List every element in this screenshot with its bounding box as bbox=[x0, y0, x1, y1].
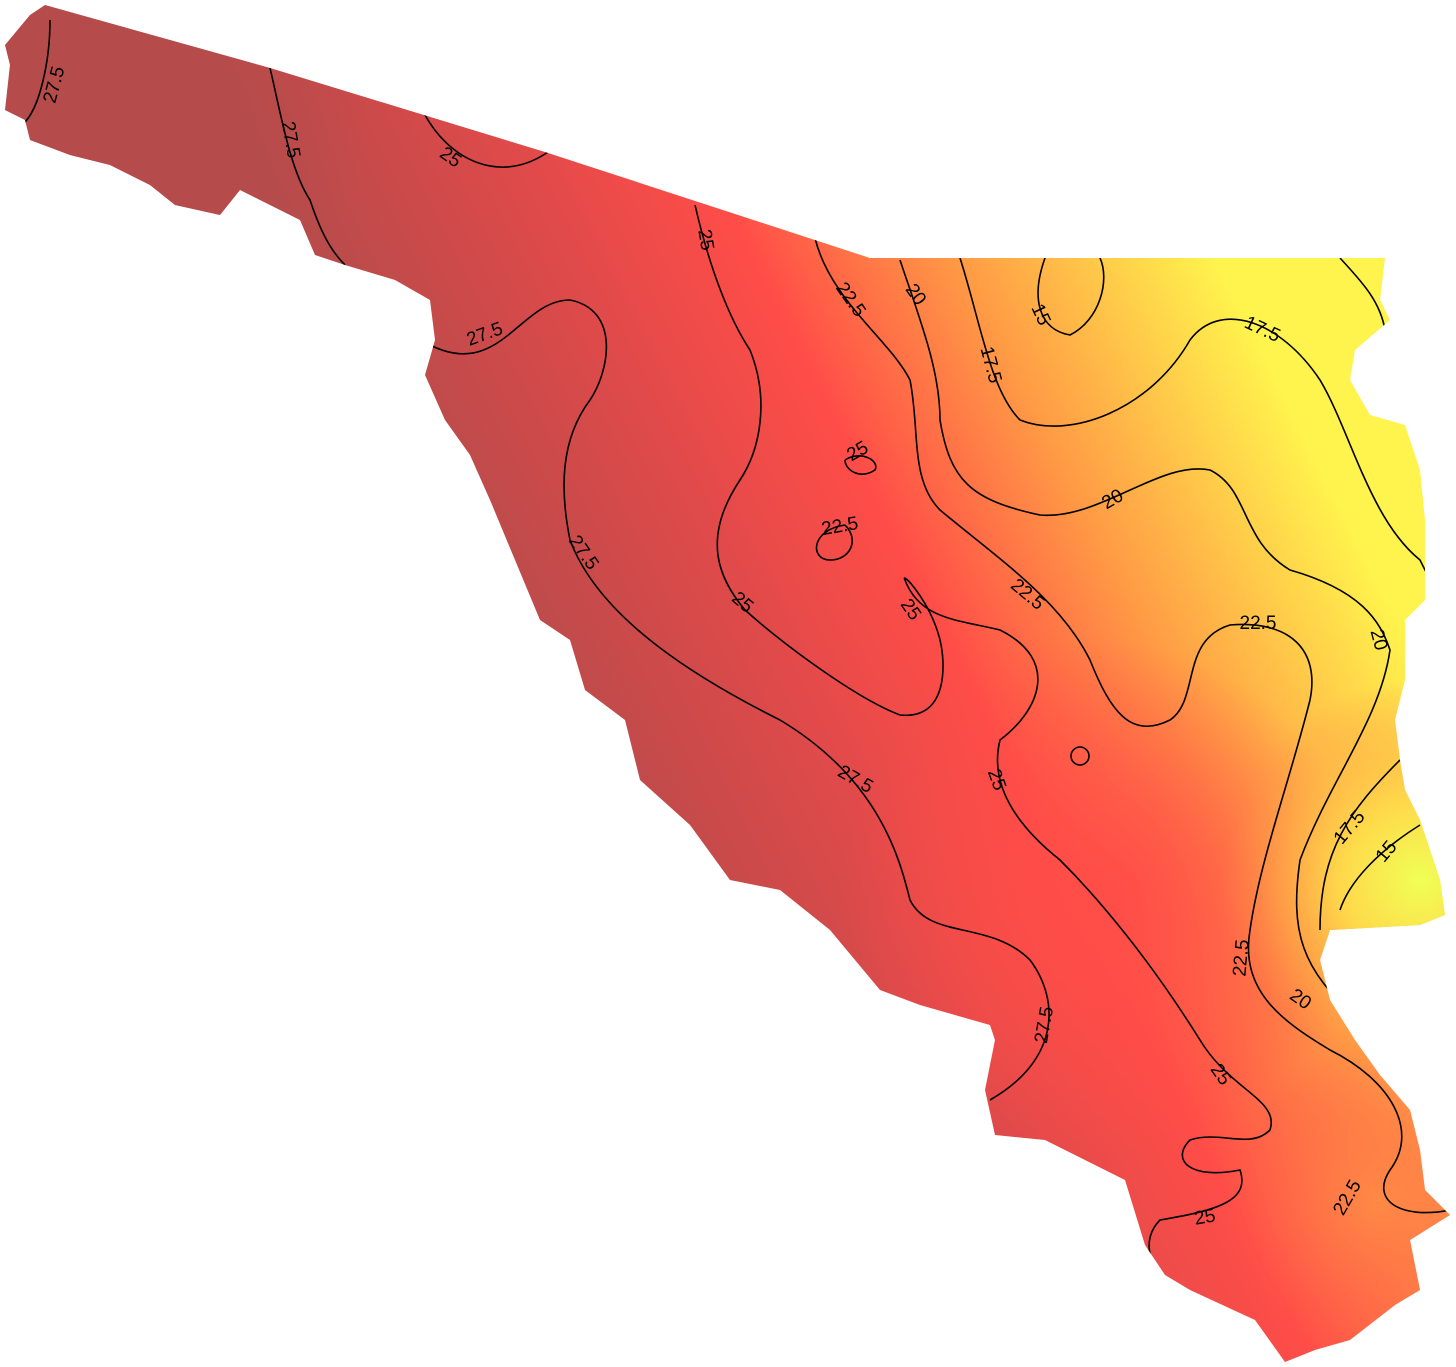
contour-label: 25 bbox=[1193, 1205, 1217, 1229]
contour-lines bbox=[21, 19, 1450, 1281]
contour-label: 22.5 bbox=[1229, 939, 1253, 978]
contour-label: 25 bbox=[693, 228, 717, 252]
contour-label: 22.5 bbox=[1240, 613, 1277, 634]
